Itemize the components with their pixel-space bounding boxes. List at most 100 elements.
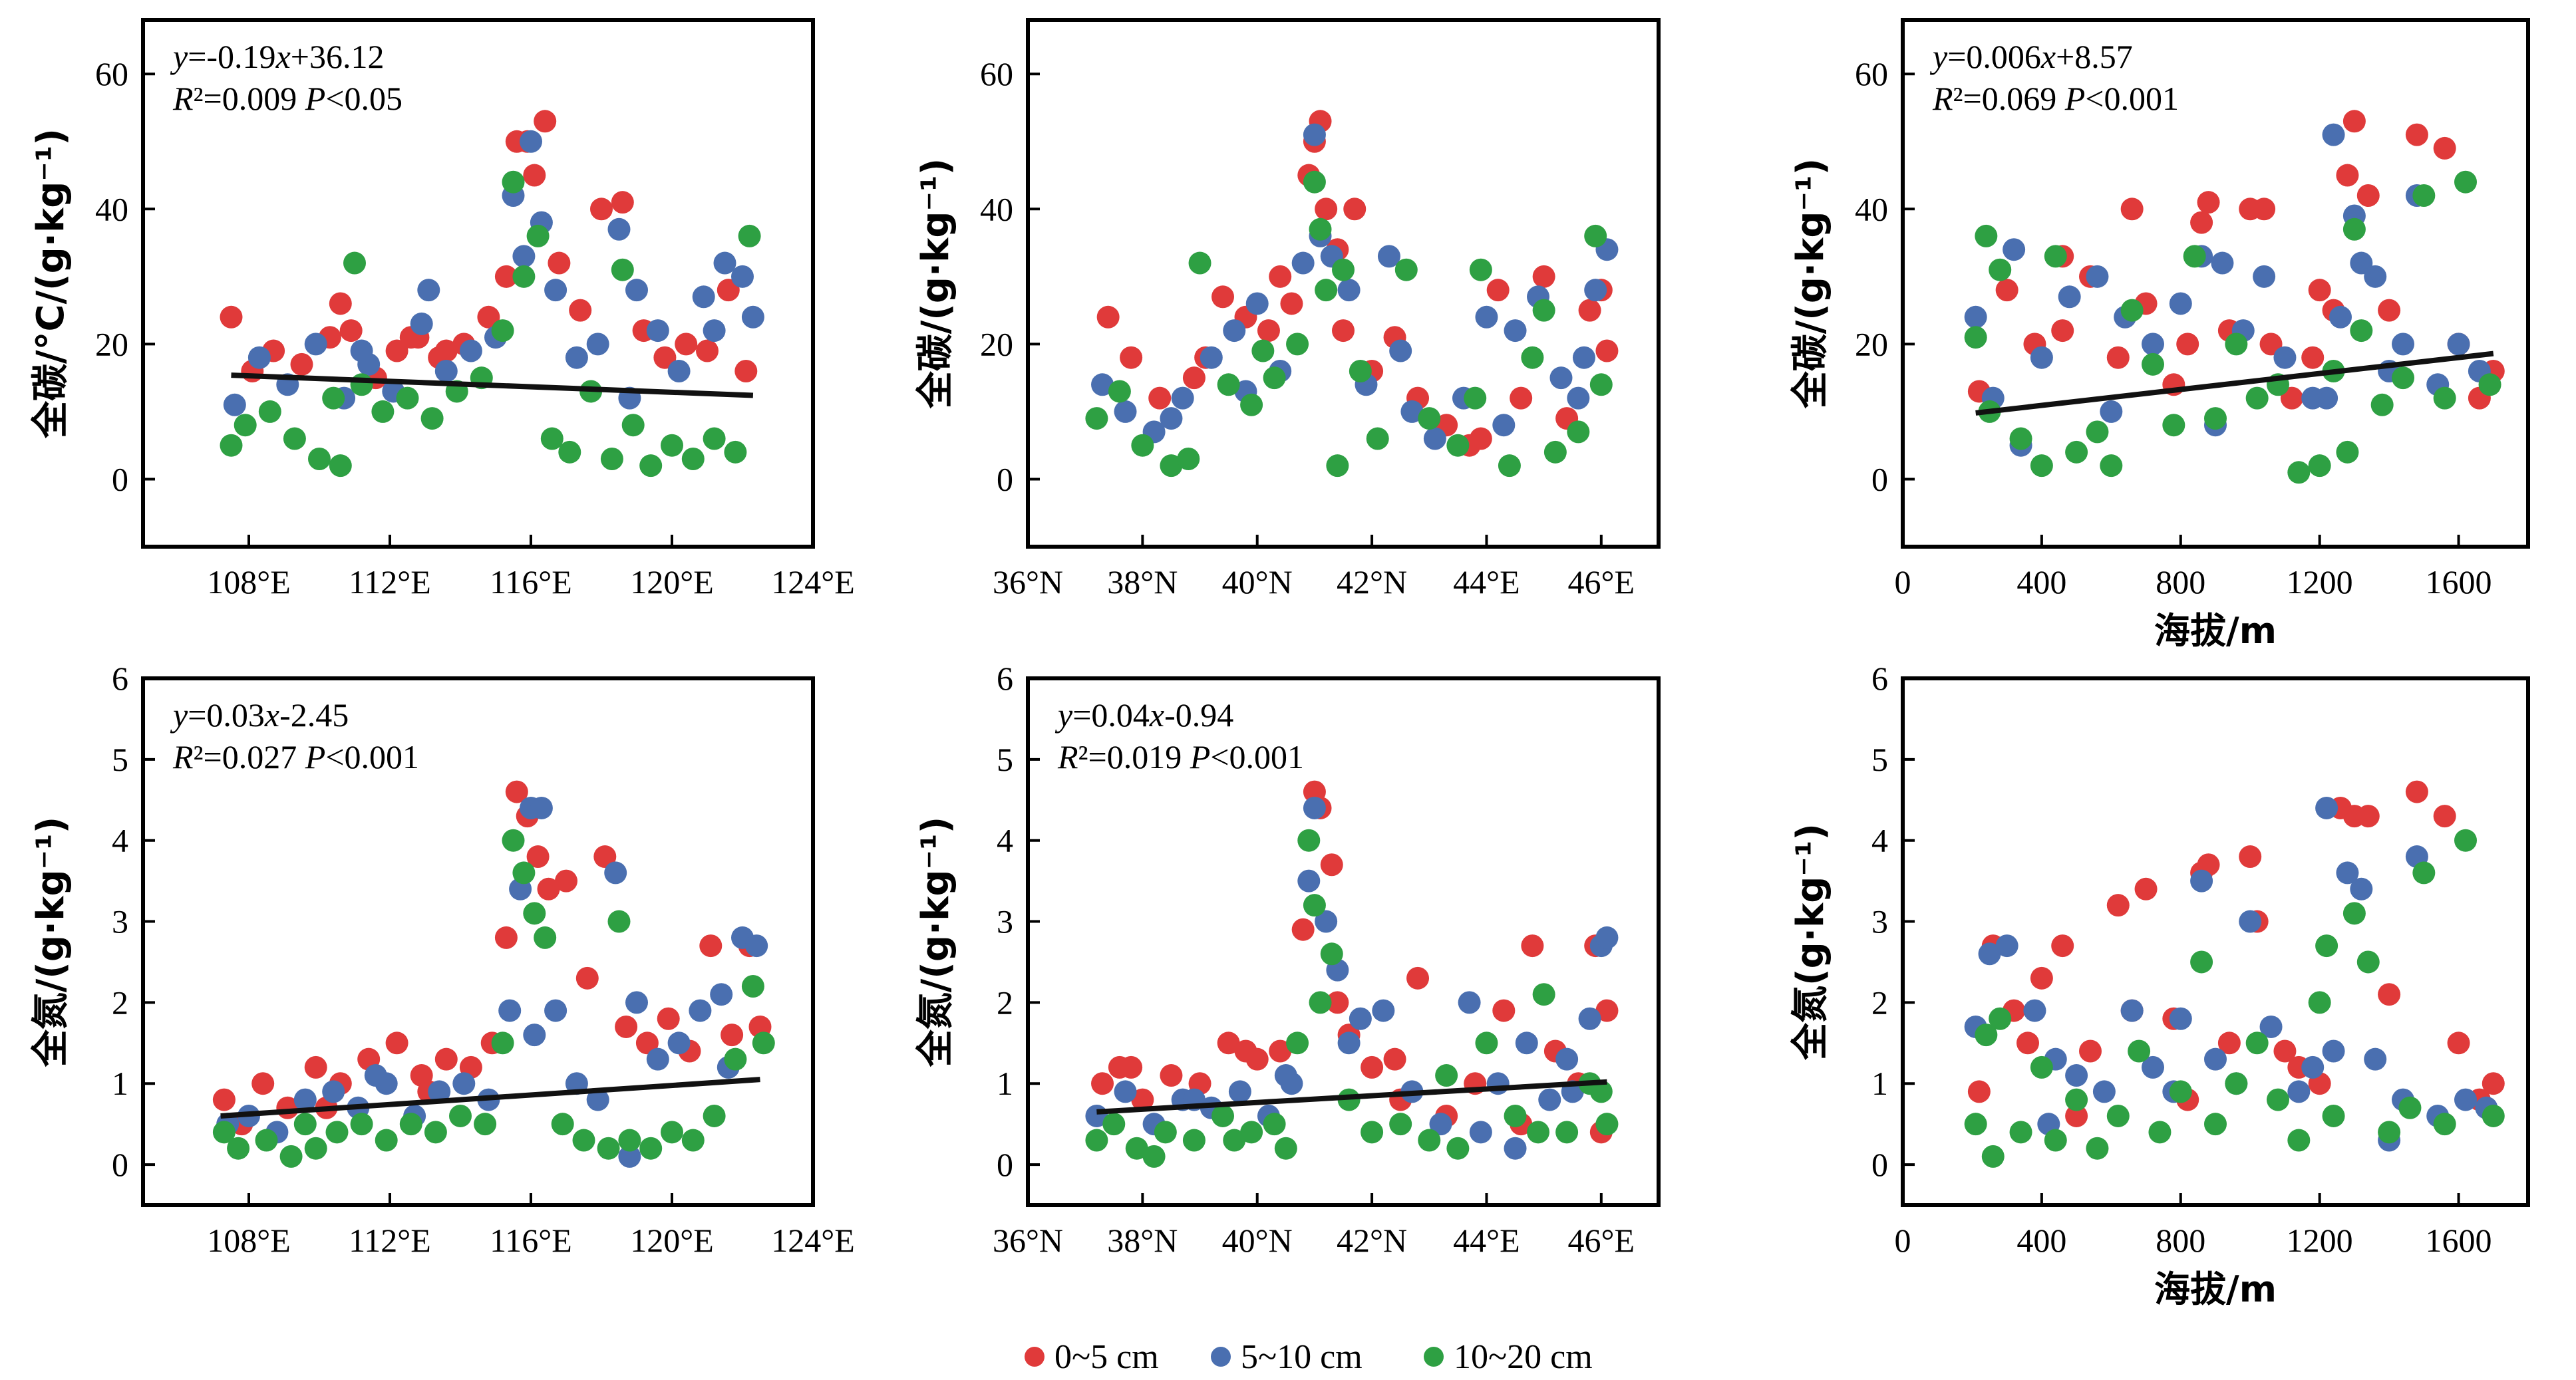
data-point [1469,1121,1492,1144]
data-point [1286,1032,1309,1055]
data-point [1406,966,1430,990]
data-point [502,170,525,194]
data-point [385,1032,408,1055]
data-point [2280,386,2303,410]
data-point [1223,319,1246,343]
data-point [1120,346,1143,369]
data-point [322,386,345,410]
data-point [1595,926,1619,949]
data-point [2336,440,2359,464]
scatter-points [1964,780,2505,1168]
data-point [667,360,691,382]
data-point [2065,1088,2088,1111]
data-point [220,434,243,457]
data-point [251,1072,275,1095]
y-tick-label: 2 [112,984,128,1021]
data-point [2030,1055,2053,1079]
data-point [2342,110,2366,133]
data-point [1543,440,1567,464]
data-point [512,265,536,288]
data-point [1171,386,1194,410]
trend-line [220,1077,760,1119]
data-point [1361,1055,1384,1079]
data-point [452,1072,476,1095]
y-tick-label: 4 [997,822,1013,859]
data-point [1389,339,1412,362]
data-point [1486,279,1510,302]
y-tick-label: 3 [997,903,1013,940]
data-point [734,360,758,382]
data-point [434,339,458,362]
y-tick-label: 6 [1871,660,1888,697]
data-point [1572,346,1595,369]
data-point [661,1121,683,1144]
x-tick-label: 124°E [771,563,855,601]
data-point [1469,258,1492,281]
legend: 0~5 cm 5~10 cm 10~20 cm [1025,1338,1593,1376]
y-tick-label: 0 [112,460,128,497]
data-point [611,191,634,214]
data-point [2336,164,2359,187]
data-point [1217,373,1240,396]
data-point [1515,1032,1538,1055]
data-point [1286,333,1309,356]
data-point [1521,346,1544,369]
data-point [745,934,768,958]
data-point [2086,420,2109,444]
x-tick-label: 40°N [1222,563,1293,601]
x-tick-label: 44°E [1453,1222,1520,1259]
data-point [593,845,617,869]
x-tick-label: 120°E [630,1222,714,1259]
data-point [618,1145,641,1168]
data-point [293,1113,317,1136]
x-tick-label: 1600 [2426,563,2492,601]
data-point [2134,877,2158,900]
data-point [2378,983,2401,1006]
data-point [417,279,440,302]
y-axis-label: 全碳/(g·kg⁻¹) [1789,158,1832,409]
data-point [1567,420,1590,444]
x-tick-label: 0 [1895,1222,1911,1259]
chart-panel-tc-alt: 0 20 40 60 0 400 800 1200 1600 y=0.006x+8.57 R²=0.… [1789,18,2530,652]
data-point [1555,1047,1579,1071]
x-tick-label: 400 [2016,563,2066,601]
y-tick-label: 5 [997,741,1013,778]
plot-frame [1026,676,1661,1207]
data-point [1589,1080,1613,1103]
data-point [2322,123,2345,146]
data-point [2301,346,2325,369]
data-point [329,454,352,478]
data-point [1446,1137,1470,1160]
data-point [1475,1032,1498,1055]
data-point [1142,1145,1166,1168]
x-tick-label: 400 [2016,1222,2066,1259]
data-point [2336,861,2359,885]
data-point [2142,333,2164,356]
data-point [2197,191,2220,214]
data-point [657,1007,680,1030]
data-point [2364,1047,2387,1071]
data-point [1332,258,1355,281]
data-point [611,258,634,281]
data-point [2478,373,2501,396]
data-point [572,1129,595,1152]
data-point [2245,386,2269,410]
data-point [1125,1137,1148,1160]
data-point [2454,170,2477,194]
data-point [1309,991,1332,1014]
plot-frame [1901,18,2530,549]
data-point [681,1129,705,1152]
data-point [2239,845,2262,869]
data-point [1995,934,2018,958]
scatter-points [1085,110,1619,478]
legend-marker [1211,1347,1231,1367]
data-point [371,400,395,423]
data-point [1578,299,1601,322]
data-point [526,224,550,247]
data-point [2287,1080,2311,1103]
data-point [2106,1104,2130,1127]
trend-line [231,372,754,398]
data-point [625,279,648,302]
data-point [1291,918,1315,941]
data-point [1595,339,1619,362]
